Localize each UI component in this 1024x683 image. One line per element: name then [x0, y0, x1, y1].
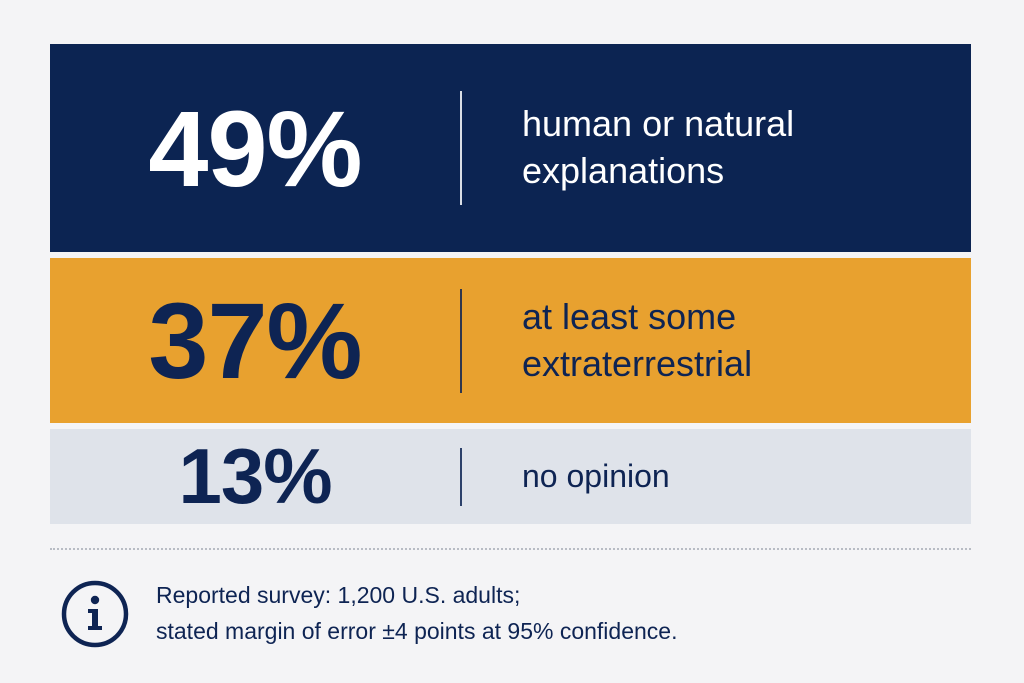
dotted-separator [50, 548, 971, 550]
info-icon [61, 580, 129, 647]
percentage-value: 13% [178, 432, 332, 520]
divider [460, 91, 462, 205]
percentage-value: 49% [148, 87, 362, 209]
result-row-extraterrestrial: 37% at least some extraterrestrial [50, 258, 971, 423]
percentage-value: 37% [148, 280, 362, 401]
footnote-text: Reported survey: 1,200 U.S. adults; stat… [156, 582, 678, 644]
result-row-no-opinion: 13% no opinion [50, 429, 971, 524]
divider [460, 447, 462, 506]
category-label: human or natural explanations [522, 103, 795, 191]
divider [460, 288, 462, 393]
category-label: at least some extraterrestrial [522, 295, 753, 384]
result-row-human-natural: 49% human or natural explanations [50, 44, 971, 252]
category-label: no opinion [522, 457, 670, 494]
footnote: Reported survey: 1,200 U.S. adults; stat… [60, 578, 677, 649]
